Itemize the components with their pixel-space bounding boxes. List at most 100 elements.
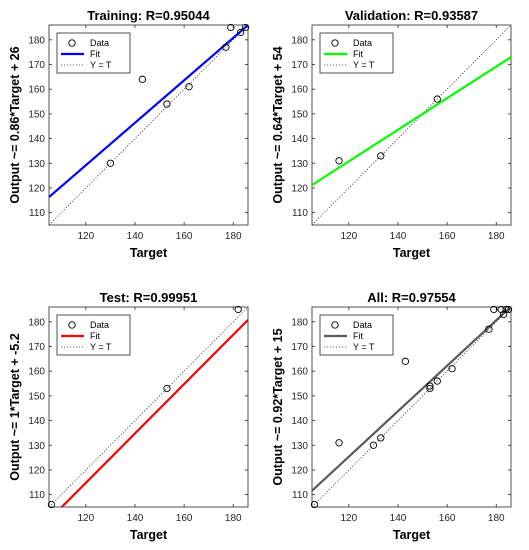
data-point xyxy=(426,382,434,390)
x-tick-label: 160 xyxy=(439,513,456,524)
subplot-4: 120 140 160 180 110 120 130 140 150 160 170 180 Data… xyxy=(271,290,513,542)
data-point xyxy=(234,305,242,314)
legend-label: Data xyxy=(90,38,109,48)
y-tick-label: 140 xyxy=(291,134,308,145)
y-tick-label: 170 xyxy=(28,60,45,71)
fit-line xyxy=(49,25,248,198)
data-point xyxy=(485,325,493,333)
x-tick-label: 120 xyxy=(78,231,95,242)
x-tick-label: 180 xyxy=(225,513,242,524)
x-tick-label: 140 xyxy=(127,231,144,242)
y-tick-label: 130 xyxy=(291,159,308,170)
y-tick-label: 180 xyxy=(291,35,308,46)
x-tick-label: 140 xyxy=(127,513,144,524)
x-tick-label: 160 xyxy=(176,231,193,242)
y-tick-label: 150 xyxy=(291,109,308,120)
y-tick-label: 170 xyxy=(291,60,308,71)
data-point xyxy=(426,384,434,393)
y-tick-label: 160 xyxy=(28,85,45,96)
y-tick-label: 150 xyxy=(28,391,45,402)
y-tick-label: 110 xyxy=(292,490,308,501)
data-point xyxy=(138,75,147,83)
data-point xyxy=(490,305,498,314)
x-tick-label: 120 xyxy=(341,231,358,242)
legend-data-marker xyxy=(331,321,339,329)
y-tick-label: 180 xyxy=(28,35,45,46)
subplot-1: 120 140 160 180 110 120 130 140 150 160 170 180 Data… xyxy=(8,8,250,260)
y-tick-label: 140 xyxy=(28,134,45,145)
x-tick-label: 120 xyxy=(78,513,95,524)
x-tick-label: 180 xyxy=(488,231,505,242)
legend-label: Y = T xyxy=(353,342,375,352)
y-axis-label: Output ~= 1*Target + -5.2 xyxy=(8,333,22,480)
x-tick-label: 180 xyxy=(225,231,242,242)
data-point xyxy=(433,377,441,385)
legend-data-marker xyxy=(68,321,76,329)
chart-title: All: R=0.97554 xyxy=(367,290,456,305)
identity-line xyxy=(49,25,248,225)
identity-line xyxy=(312,307,511,507)
y-tick-label: 120 xyxy=(28,183,45,194)
legend-data-marker xyxy=(331,39,339,47)
y-tick-label: 130 xyxy=(291,441,308,452)
x-axis-label: Target xyxy=(393,246,431,260)
legend-label: Fit xyxy=(90,49,100,59)
y-tick-label: 140 xyxy=(28,416,45,427)
data-point xyxy=(163,100,171,108)
x-axis-label: Target xyxy=(130,528,168,542)
data-point xyxy=(241,23,250,32)
x-axis-label: Target xyxy=(130,246,168,260)
y-tick-label: 110 xyxy=(29,208,45,219)
chart-title: Training: R=0.95044 xyxy=(87,8,210,23)
data-point xyxy=(236,28,245,37)
x-axis-label: Target xyxy=(393,528,431,542)
data-point xyxy=(369,441,378,449)
data-point xyxy=(185,83,193,91)
data-point xyxy=(310,500,319,509)
subplot-3: 120 140 160 180 110 120 130 140 150 160 170 180 Data… xyxy=(8,290,249,542)
fit-line xyxy=(312,307,511,492)
legend-label: Y = T xyxy=(90,60,112,70)
legend-label: Fit xyxy=(353,331,363,341)
fit-line xyxy=(312,56,511,186)
data-point xyxy=(222,43,230,51)
y-tick-label: 120 xyxy=(291,465,308,476)
data-point xyxy=(502,305,510,314)
y-tick-label: 160 xyxy=(28,367,45,378)
data-point xyxy=(163,384,171,393)
legend-label: Y = T xyxy=(90,342,112,352)
y-axis-label: Output ~= 0.92*Target + 15 xyxy=(271,328,285,485)
y-axis-label: Output ~= 0.86*Target + 26 xyxy=(8,46,22,203)
data-point xyxy=(377,152,385,160)
data-point xyxy=(335,157,343,165)
y-tick-label: 160 xyxy=(291,85,308,96)
data-point xyxy=(448,365,456,373)
data-point xyxy=(47,500,56,509)
data-point xyxy=(106,159,115,167)
chart-title: Test: R=0.99951 xyxy=(100,290,198,305)
legend-label: Y = T xyxy=(353,60,375,70)
data-point xyxy=(504,305,513,314)
data-point xyxy=(335,439,343,447)
legend-label: Data xyxy=(90,320,109,330)
y-tick-label: 150 xyxy=(291,391,308,402)
x-tick-label: 160 xyxy=(439,231,456,242)
subplot-2: 120 140 160 180 110 120 130 140 150 160 170 180 Data… xyxy=(271,8,512,260)
chart-title: Validation: R=0.93587 xyxy=(345,8,478,23)
data-point xyxy=(433,95,441,103)
legend-label: Fit xyxy=(353,49,363,59)
legend-label: Data xyxy=(353,38,372,48)
fit-line xyxy=(60,319,248,507)
y-axis-label: Output ~= 0.64*Target + 54 xyxy=(271,46,285,203)
y-tick-label: 130 xyxy=(28,441,45,452)
data-point xyxy=(377,434,385,442)
y-tick-label: 170 xyxy=(291,342,308,353)
y-tick-label: 170 xyxy=(28,342,45,353)
y-tick-label: 180 xyxy=(28,317,45,328)
x-tick-label: 180 xyxy=(488,513,505,524)
identity-line xyxy=(312,25,511,225)
